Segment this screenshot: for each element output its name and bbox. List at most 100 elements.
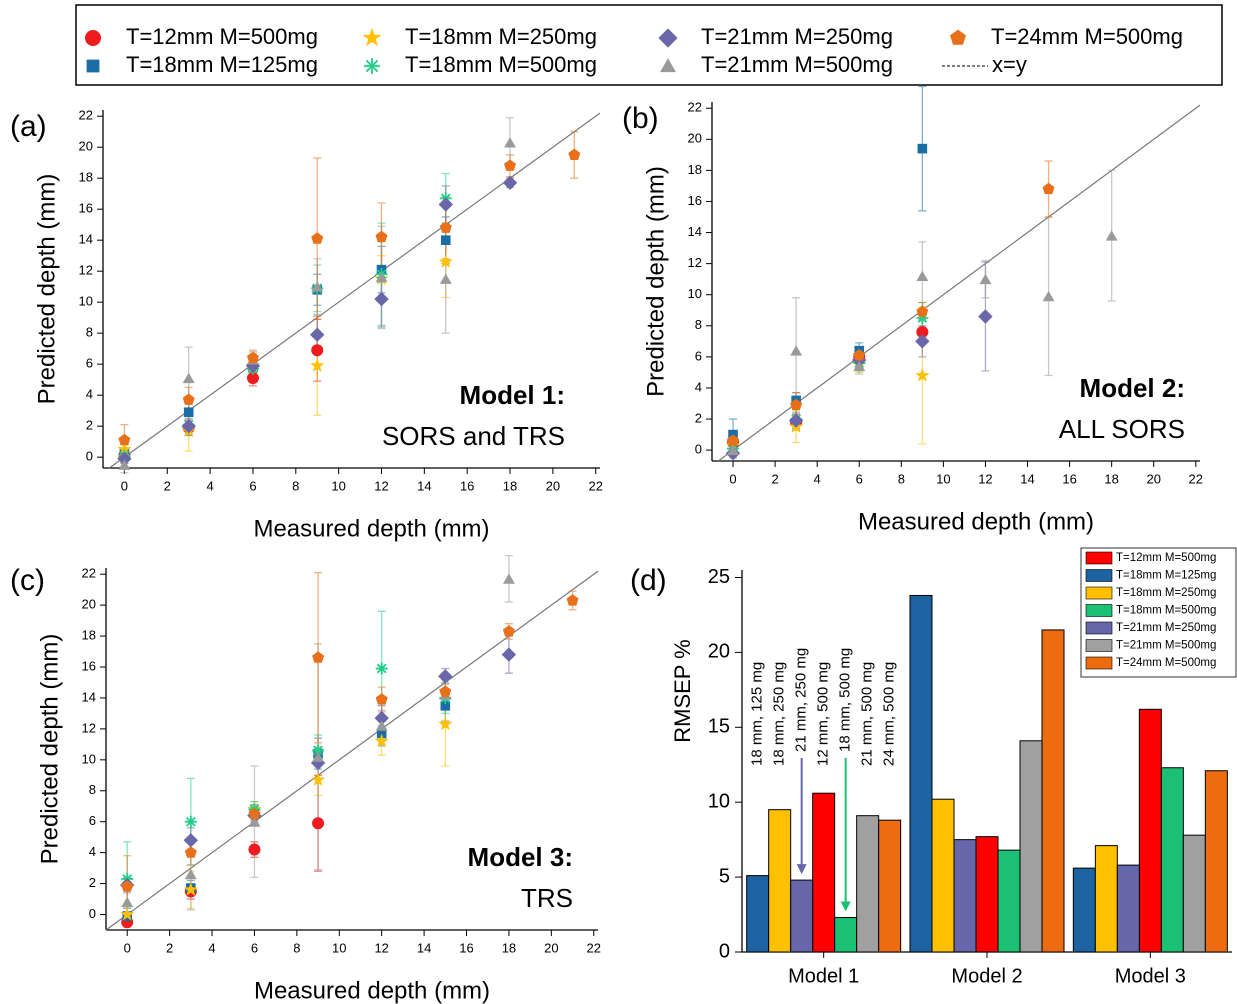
data-point bbox=[568, 148, 581, 160]
data-point bbox=[374, 291, 389, 307]
y-axis-label: Predicted depth (mm) bbox=[33, 174, 60, 405]
y-tick-label: 10 bbox=[79, 294, 93, 309]
x-tick-label: 16 bbox=[460, 478, 474, 493]
x-tick-label: 10 bbox=[936, 471, 950, 486]
data-point bbox=[788, 413, 804, 428]
model-annotation: ALL SORS bbox=[1059, 414, 1185, 444]
data-point bbox=[1042, 290, 1055, 302]
y-tick-label: 22 bbox=[688, 100, 702, 115]
data-point bbox=[374, 733, 389, 748]
x-tick-label: 8 bbox=[292, 478, 299, 493]
bar-annotation: 18 mm, 500 mg bbox=[837, 648, 854, 752]
data-point bbox=[375, 720, 388, 731]
x-tick-label: 2 bbox=[166, 940, 173, 955]
data-point bbox=[375, 693, 388, 705]
x-tick-label: 16 bbox=[1062, 471, 1076, 486]
annotation-arrowhead bbox=[796, 864, 807, 875]
annotation-arrowhead bbox=[840, 901, 851, 912]
data-point bbox=[248, 816, 261, 827]
data-point bbox=[248, 807, 261, 820]
panel-label: (b) bbox=[622, 102, 659, 135]
y-tick-label: 4 bbox=[86, 387, 93, 402]
data-point bbox=[311, 232, 324, 244]
data-point bbox=[1042, 182, 1055, 195]
bar bbox=[1138, 708, 1162, 953]
data-point bbox=[312, 817, 325, 830]
model-annotation: Model 3: bbox=[468, 842, 573, 872]
y-tick-label: 20 bbox=[82, 597, 96, 612]
data-point bbox=[438, 197, 453, 212]
bar bbox=[1019, 740, 1043, 953]
bar-annotation: 21 mm, 250 mg bbox=[793, 648, 810, 752]
y-axis-label: RMSEP % bbox=[670, 639, 695, 743]
y-tick-label: 0 bbox=[695, 442, 702, 457]
y-tick-label: 10 bbox=[82, 751, 96, 766]
y-tick-label: 20 bbox=[688, 131, 702, 146]
x-tick-label: 4 bbox=[208, 940, 215, 955]
x-tick-label: 0 bbox=[121, 478, 128, 493]
data-point bbox=[182, 372, 195, 384]
data-point bbox=[1105, 230, 1118, 241]
x-tick-label: 20 bbox=[546, 478, 560, 493]
y-tick-label: 8 bbox=[86, 325, 93, 340]
legend-label: T=18mm M=500mg bbox=[1116, 605, 1216, 617]
data-point bbox=[312, 751, 324, 762]
y-tick-label: 16 bbox=[82, 658, 96, 673]
x-tick-label: 20 bbox=[544, 940, 558, 955]
x-tick-label: 4 bbox=[814, 471, 821, 486]
legend-label: T=24mm M=500mg bbox=[991, 24, 1183, 49]
data-point bbox=[501, 647, 517, 662]
x-tick-label: 2 bbox=[164, 478, 171, 493]
data-point bbox=[915, 368, 930, 382]
data-point bbox=[375, 230, 388, 243]
x-tick-label: 18 bbox=[503, 478, 517, 493]
data-point bbox=[439, 221, 452, 233]
data-point bbox=[120, 907, 135, 921]
data-point bbox=[310, 755, 326, 771]
bar bbox=[1094, 845, 1118, 953]
x-tick-label: 14 bbox=[417, 478, 431, 493]
data-point bbox=[118, 433, 131, 446]
x-tick-label: 0 bbox=[729, 471, 736, 486]
x-tick-label: 12 bbox=[374, 940, 388, 955]
y-tick-label: 4 bbox=[695, 379, 702, 394]
y-tick-label: 2 bbox=[695, 410, 702, 425]
y-tick-label: 6 bbox=[86, 356, 93, 371]
data-point bbox=[118, 459, 131, 470]
panel-label: (a) bbox=[10, 110, 47, 143]
bar bbox=[790, 879, 814, 953]
data-point bbox=[311, 344, 324, 357]
legend-label: T=12mm M=500mg bbox=[126, 24, 318, 49]
data-point bbox=[117, 441, 132, 456]
data-point bbox=[917, 143, 928, 154]
x-tick-label: 12 bbox=[374, 478, 388, 493]
data-point bbox=[438, 669, 453, 684]
y-tick-label: 14 bbox=[688, 224, 702, 239]
data-point bbox=[439, 273, 452, 284]
y-tick-label: 18 bbox=[79, 170, 93, 185]
legend-swatch bbox=[1085, 569, 1113, 582]
data-point bbox=[438, 716, 453, 731]
x-axis-label: Measured depth (mm) bbox=[858, 508, 1094, 535]
data-point bbox=[375, 272, 388, 283]
data-point bbox=[439, 685, 452, 697]
data-point bbox=[117, 451, 132, 466]
data-point bbox=[183, 833, 198, 848]
y-tick-label: 12 bbox=[82, 720, 96, 735]
bar-annotation: 21 mm, 500 mg bbox=[859, 662, 876, 766]
data-point bbox=[246, 372, 259, 385]
legend-marker bbox=[86, 59, 100, 73]
data-point bbox=[438, 254, 453, 268]
bar bbox=[1204, 770, 1228, 953]
x-tick-label: Model 2 bbox=[951, 965, 1022, 987]
x-tick-label: 6 bbox=[856, 471, 863, 486]
x-tick-label: 6 bbox=[251, 940, 258, 955]
data-point bbox=[374, 710, 389, 726]
model-annotation: SORS and TRS bbox=[382, 421, 565, 451]
legend-marker bbox=[85, 30, 101, 46]
x-tick-label: 0 bbox=[124, 940, 131, 955]
y-tick-label: 18 bbox=[82, 628, 96, 643]
y-tick-label: 14 bbox=[82, 689, 96, 704]
data-point bbox=[502, 175, 518, 190]
